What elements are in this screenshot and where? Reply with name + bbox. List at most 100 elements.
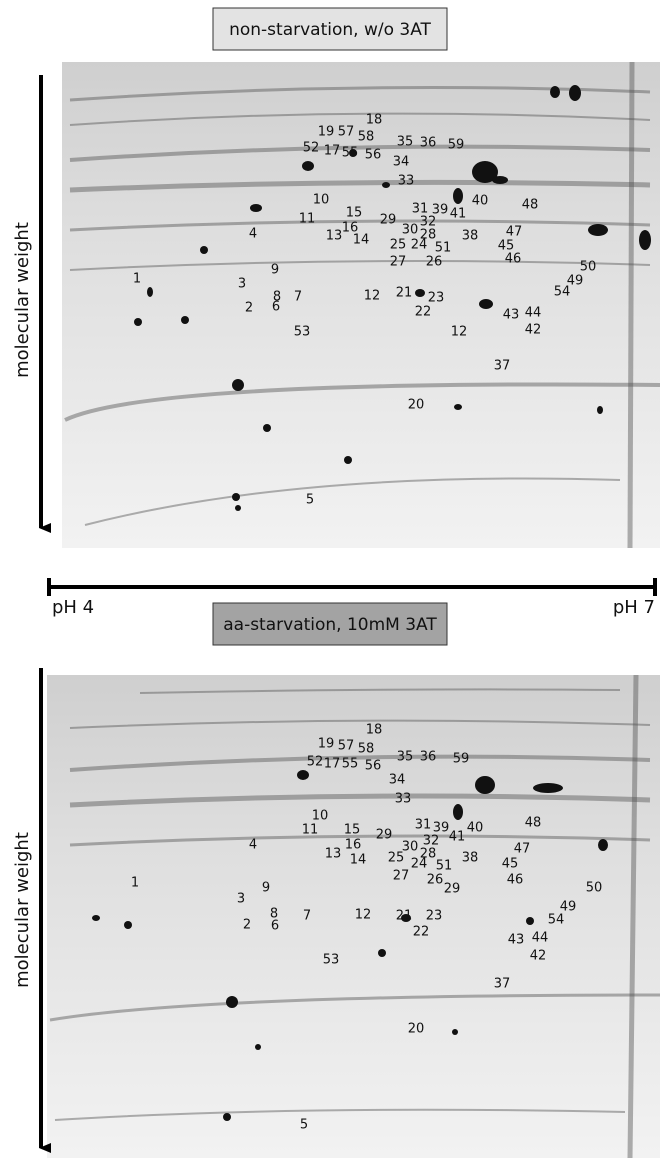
spot-label: 49: [567, 274, 584, 289]
title-box: [212, 7, 448, 51]
spot-label: 32: [420, 215, 437, 230]
spot-label: 59: [453, 752, 470, 767]
spot-label: 38: [462, 229, 479, 244]
y-axis-label: molecular weight: [12, 832, 33, 988]
spot-label: 14: [353, 233, 370, 248]
panel-title: aa-starvation, 10mM 3AT: [223, 615, 437, 635]
spot-label: 58: [358, 742, 375, 757]
spot-label: 57: [338, 739, 355, 754]
spot-label: 45: [498, 239, 515, 254]
spot-label: 7: [303, 909, 311, 924]
spot-label: 26: [426, 255, 443, 270]
spot-label: 3: [238, 277, 246, 292]
panel-title: non-starvation, w/o 3AT: [229, 20, 431, 40]
spot-label: 16: [345, 838, 362, 853]
spot-label: 15: [344, 823, 361, 838]
spot-label: 37: [494, 977, 511, 992]
spot-label: 47: [506, 225, 523, 240]
spot-label: 8: [270, 907, 278, 922]
spot-label: 22: [413, 925, 430, 940]
spot-label: 2: [243, 918, 251, 933]
spot-label: 24: [411, 857, 428, 872]
spot-label: 12: [364, 289, 381, 304]
spot-label: 33: [395, 792, 412, 807]
spot-label: 15: [346, 206, 363, 221]
spot-label: 35: [397, 750, 414, 765]
spot-label: 50: [586, 881, 603, 896]
spot-label: 51: [435, 241, 452, 256]
spot-label: 46: [505, 252, 522, 267]
spot-label: 48: [525, 816, 542, 831]
spot-label: 13: [326, 229, 343, 244]
spot-label: 6: [271, 919, 279, 934]
spot-label: 28: [420, 847, 437, 862]
spot-label: 27: [390, 255, 407, 270]
y-axis-label: molecular weight: [12, 222, 33, 378]
spot-label: 36: [420, 136, 437, 151]
spot-label: 29: [376, 828, 393, 843]
spot-label: 12: [451, 325, 468, 340]
spot-label: 42: [525, 323, 542, 338]
spot-label: 22: [415, 305, 432, 320]
spot-label: 23: [428, 291, 445, 306]
spot-label: 41: [449, 830, 466, 845]
spot-label: 51: [436, 859, 453, 874]
spot-label: 8: [273, 290, 281, 305]
spot-label: 18: [366, 723, 383, 738]
spot-label: 21: [396, 909, 413, 924]
gel-image: [62, 61, 660, 549]
spot-label: 38: [462, 851, 479, 866]
spot-label: 41: [450, 207, 467, 222]
spot-label: 19: [318, 125, 335, 140]
spot-label: 45: [502, 857, 519, 872]
spot-label: 35: [397, 135, 414, 150]
spot-label: 17: [324, 757, 341, 772]
spot-label: 55: [342, 757, 359, 772]
spot-label: 14: [350, 853, 367, 868]
spot-label: 24: [411, 238, 428, 253]
spot-label: 17: [324, 144, 341, 159]
spot-label: 34: [393, 155, 410, 170]
spot-label: 30: [402, 840, 419, 855]
spot-label: 54: [548, 913, 565, 928]
spot-label: 18: [366, 113, 383, 128]
spot-label: 28: [420, 228, 437, 243]
spot-label: 12: [355, 908, 372, 923]
spot-label: 47: [514, 842, 531, 857]
spot-label: 20: [408, 1022, 425, 1037]
spot-label: 49: [560, 900, 577, 915]
spot-label: 34: [389, 773, 406, 788]
spot-label: 25: [390, 238, 407, 253]
spot-label: 20: [408, 398, 425, 413]
spot-label: 52: [303, 141, 320, 156]
title-box: [212, 602, 448, 646]
spot-label: 11: [299, 212, 316, 227]
spot-label: 3: [237, 892, 245, 907]
spot-label: 30: [402, 223, 419, 238]
spot-label: 7: [294, 290, 302, 305]
spot-label: 26: [427, 873, 444, 888]
spot-label: 31: [415, 818, 432, 833]
spot-label: 4: [249, 838, 257, 853]
spot-label: 46: [507, 873, 524, 888]
spot-label: 42: [530, 949, 547, 964]
spot-label: 31: [412, 202, 429, 217]
spot-label: 9: [262, 881, 270, 896]
spot-label: 48: [522, 198, 539, 213]
spot-label: 55: [342, 146, 359, 161]
spot-label: 10: [313, 193, 330, 208]
spot-label: 10: [312, 809, 329, 824]
spot-label: 1: [131, 876, 139, 891]
spot-label: 53: [294, 325, 311, 340]
spot-label: 4: [249, 227, 257, 242]
spot-label: 39: [432, 203, 449, 218]
spot-label: 16: [342, 221, 359, 236]
spot-label: 40: [472, 194, 489, 209]
spot-label: 58: [358, 130, 375, 145]
spot-label: 53: [323, 953, 340, 968]
spot-label: 23: [426, 909, 443, 924]
spot-label: 56: [365, 148, 382, 163]
spot-label: 5: [300, 1118, 308, 1133]
spot-label: 13: [325, 847, 342, 862]
